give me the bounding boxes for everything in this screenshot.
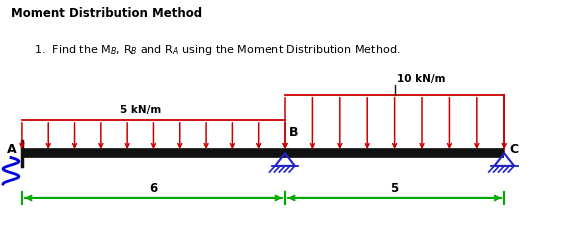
Text: C: C <box>510 143 519 156</box>
Text: 1.  Find the M$_B$, R$_B$ and R$_A$ using the Moment Distribution Method.: 1. Find the M$_B$, R$_B$ and R$_A$ using… <box>34 43 401 57</box>
Text: Moment Distribution Method: Moment Distribution Method <box>11 7 202 20</box>
Text: B: B <box>288 126 298 139</box>
Text: 5 kN/m: 5 kN/m <box>120 105 161 115</box>
Text: A: A <box>7 143 17 156</box>
Text: 6: 6 <box>149 182 157 195</box>
Text: 10 kN/m: 10 kN/m <box>397 74 445 84</box>
Text: 5: 5 <box>390 182 399 195</box>
